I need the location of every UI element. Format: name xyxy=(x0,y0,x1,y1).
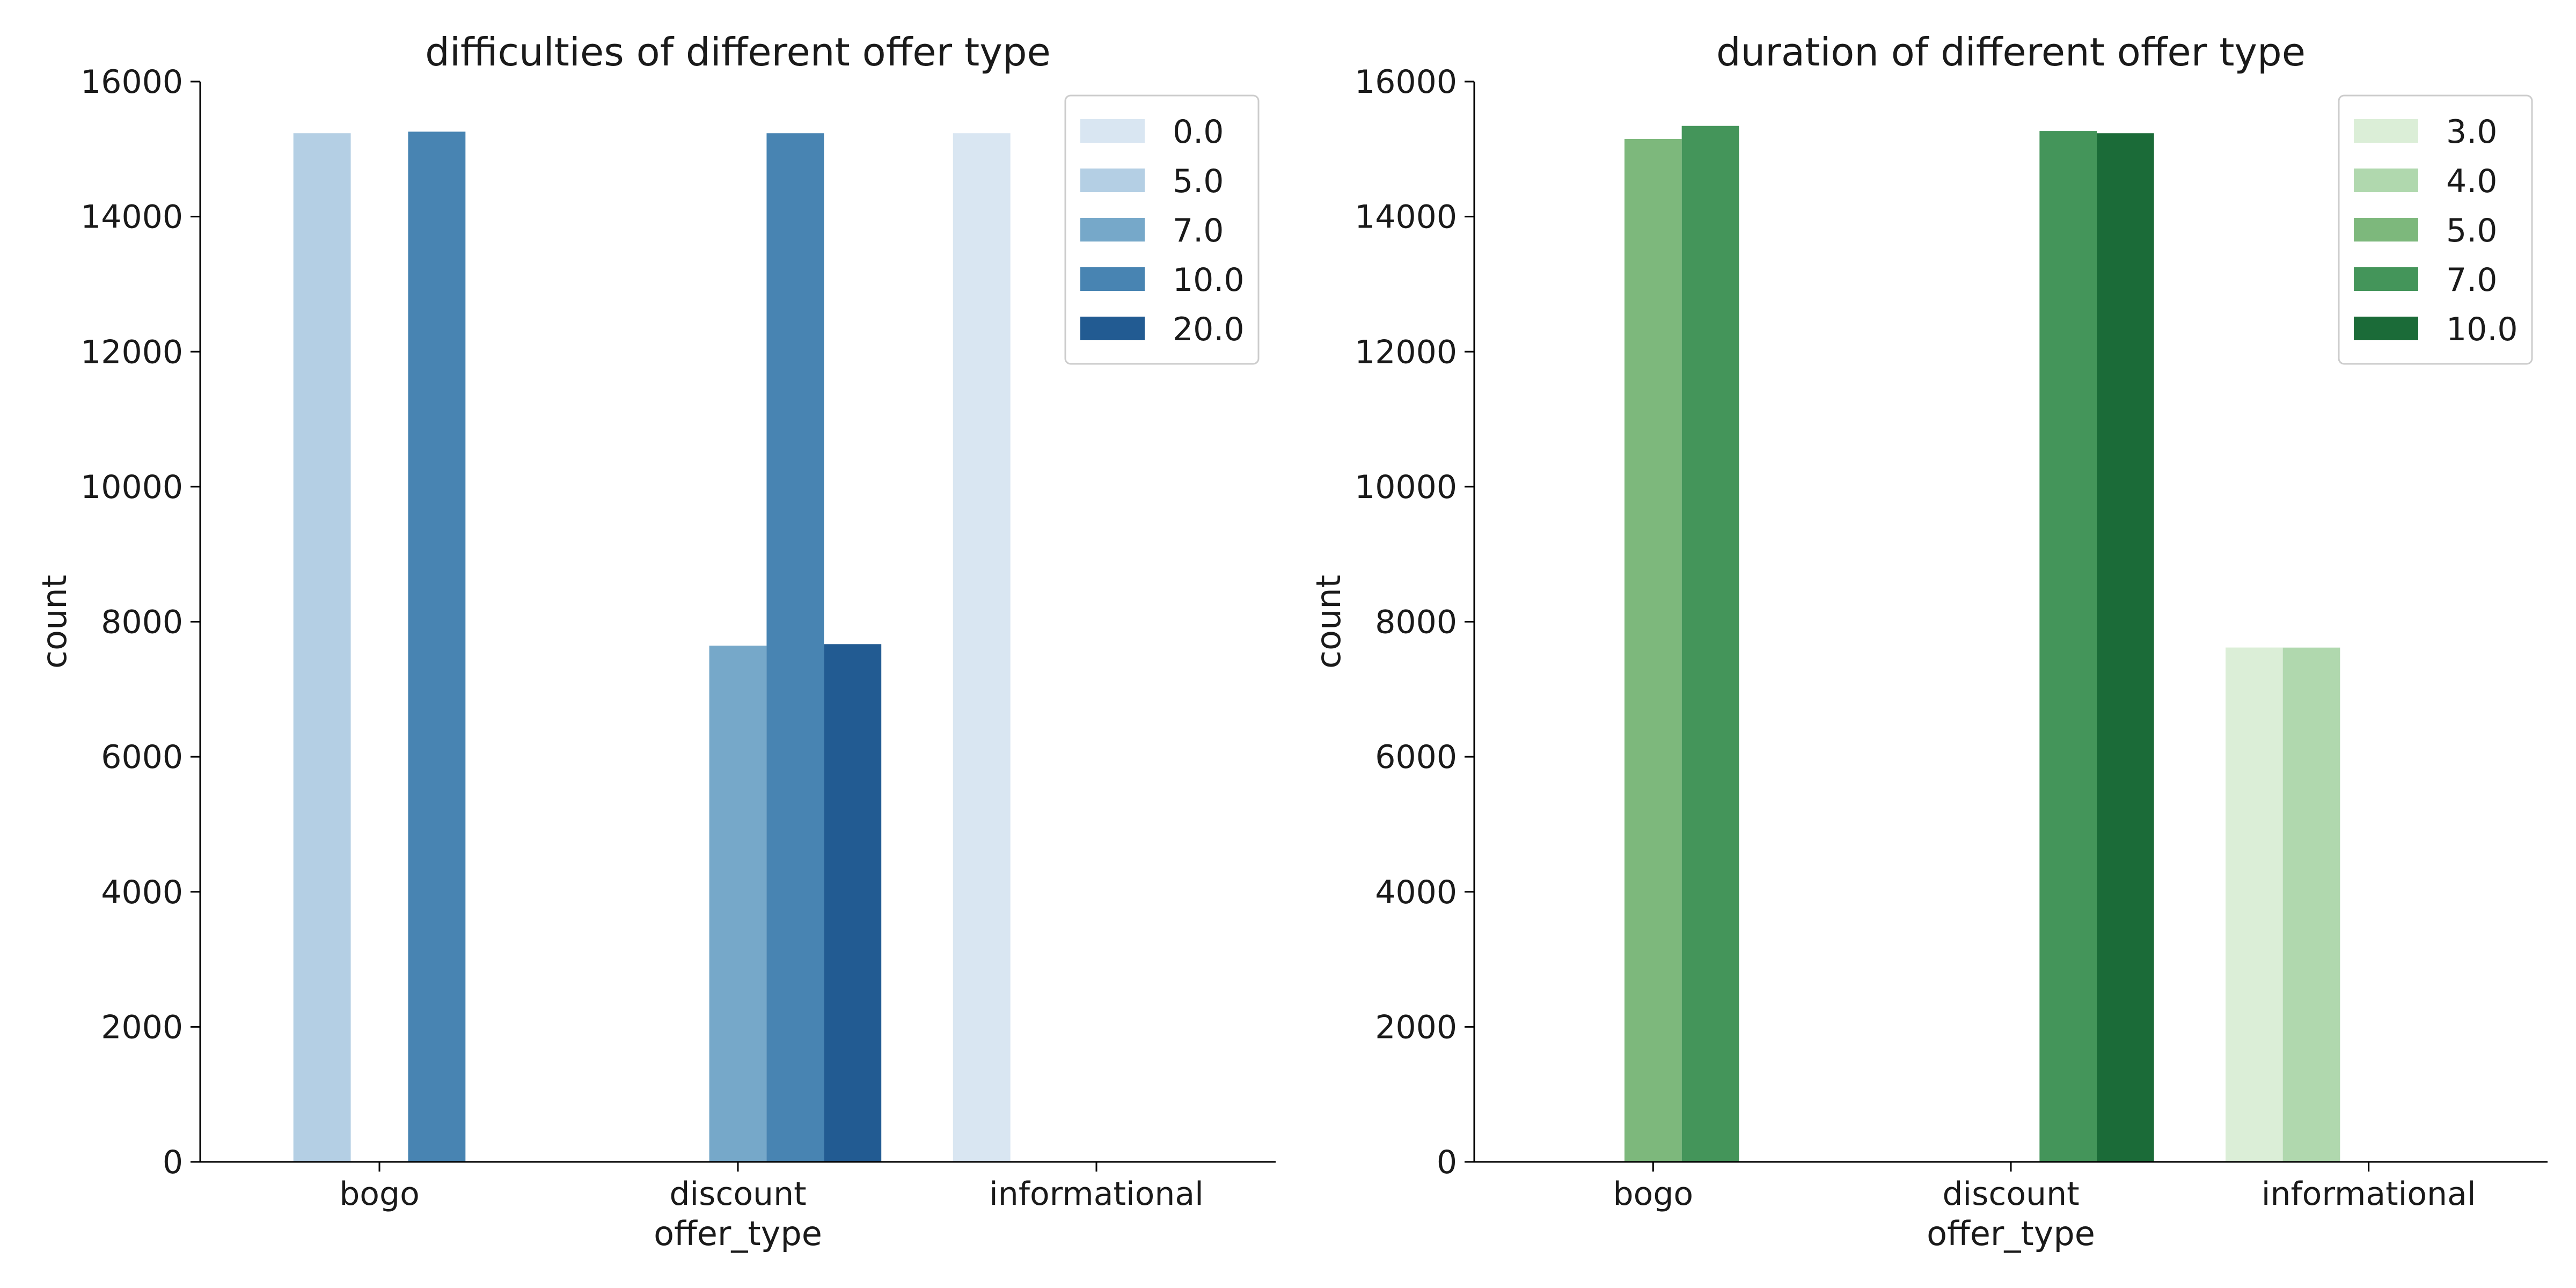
y-tick-label: 14000 xyxy=(1355,199,1457,236)
y-tick-label: 12000 xyxy=(1355,333,1457,371)
y-tick-label: 8000 xyxy=(1375,604,1457,641)
x-tick-label: informational xyxy=(2262,1175,2476,1213)
legend-label: 7.0 xyxy=(2446,261,2497,299)
legend-label: 4.0 xyxy=(2446,163,2497,200)
chart-duration: duration of different offer type 0 2000 400… xyxy=(1309,30,2548,1253)
bar-discount-20_0 xyxy=(824,644,882,1162)
legend-swatch xyxy=(2354,218,2418,241)
y-tick-label: 4000 xyxy=(1375,874,1457,911)
x-tick-label: informational xyxy=(989,1175,1204,1213)
y-tick-label: 12000 xyxy=(80,333,183,371)
legend-swatch xyxy=(1080,267,1145,291)
legend-swatch xyxy=(1080,119,1145,143)
legend-label: 5.0 xyxy=(1173,163,1224,200)
y-tick-label: 2000 xyxy=(101,1008,183,1046)
x-tick-label: discount xyxy=(669,1175,806,1213)
legend-box xyxy=(2338,94,2533,365)
legend-label: 10.0 xyxy=(1173,261,1245,299)
y-tick-label: 10000 xyxy=(80,469,183,506)
legend-swatch xyxy=(2354,317,2418,340)
bar-informational-4_0 xyxy=(2282,647,2340,1162)
legend-label: 0.0 xyxy=(1173,113,1224,151)
bar-bogo-5_0 xyxy=(1624,138,1682,1162)
chart-difficulties: difficulties of different offer type 0 200… xyxy=(35,30,1276,1253)
legend-label: 10.0 xyxy=(2446,311,2518,348)
y-tick-label: 0 xyxy=(163,1144,183,1181)
x-axis-label: offer_type xyxy=(654,1214,822,1253)
legend-label: 5.0 xyxy=(2446,212,2497,250)
bar-bogo-5_0 xyxy=(293,133,351,1162)
y-tick-label: 14000 xyxy=(80,199,183,236)
bar-informational-0_0 xyxy=(953,133,1011,1162)
y-axis-label: count xyxy=(35,575,74,669)
x-axis-label: offer_type xyxy=(1927,1214,2095,1253)
legend-box xyxy=(1064,94,1260,365)
y-tick-label: 16000 xyxy=(1355,63,1457,101)
chart-title: difficulties of different offer type xyxy=(425,30,1051,75)
legend-label: 20.0 xyxy=(1173,311,1245,348)
legend-swatch xyxy=(1080,169,1145,192)
legend-swatch xyxy=(1080,317,1145,340)
y-axis-label: count xyxy=(1309,575,1348,669)
legend-swatch xyxy=(1080,218,1145,241)
y-tick-label: 6000 xyxy=(101,738,183,776)
y-tick-label: 6000 xyxy=(1375,738,1457,776)
bar-bogo-7_0 xyxy=(1681,126,1739,1162)
x-tick-label: bogo xyxy=(1613,1175,1694,1213)
bar-discount-10_0 xyxy=(2097,133,2154,1162)
y-tick-label: 10000 xyxy=(1355,469,1457,506)
legend-swatch xyxy=(2354,267,2418,291)
y-tick-label: 4000 xyxy=(101,874,183,911)
y-tick-label: 16000 xyxy=(80,63,183,101)
bar-bogo-10_0 xyxy=(408,131,466,1162)
legend-swatch xyxy=(2354,119,2418,143)
y-tick-label: 2000 xyxy=(1375,1008,1457,1046)
bar-discount-10_0 xyxy=(766,133,824,1162)
chart-title: duration of different offer type xyxy=(1716,30,2306,75)
legend-label: 7.0 xyxy=(1173,212,1224,250)
bar-discount-7_0 xyxy=(709,646,767,1162)
y-tick-label: 0 xyxy=(1437,1144,1457,1181)
legend-label: 3.0 xyxy=(2446,113,2497,151)
legend-swatch xyxy=(2354,169,2418,192)
x-tick-label: discount xyxy=(1942,1175,2079,1213)
y-tick-label: 8000 xyxy=(101,604,183,641)
x-tick-label: bogo xyxy=(339,1175,420,1213)
bar-discount-7_0 xyxy=(2039,131,2097,1162)
bar-informational-3_0 xyxy=(2226,647,2283,1162)
